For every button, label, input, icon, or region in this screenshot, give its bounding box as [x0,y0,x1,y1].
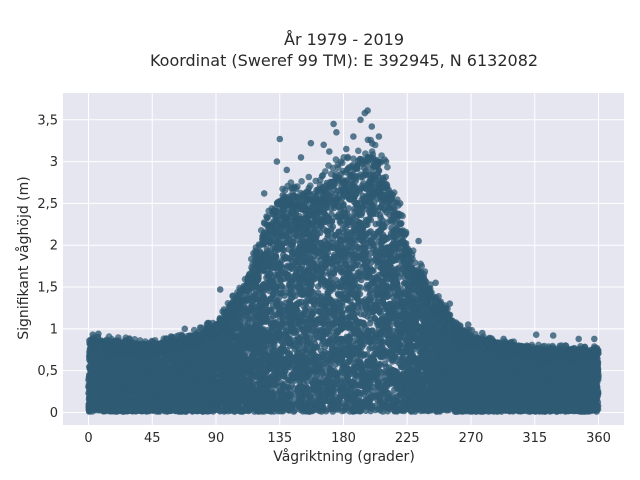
chart-title: År 1979 - 2019 [284,30,404,49]
scatter-points [85,107,602,415]
chart-title-group: År 1979 - 2019 Koordinat (Sweref 99 TM):… [150,30,538,70]
chart-subtitle: Koordinat (Sweref 99 TM): E 392945, N 61… [150,51,538,70]
